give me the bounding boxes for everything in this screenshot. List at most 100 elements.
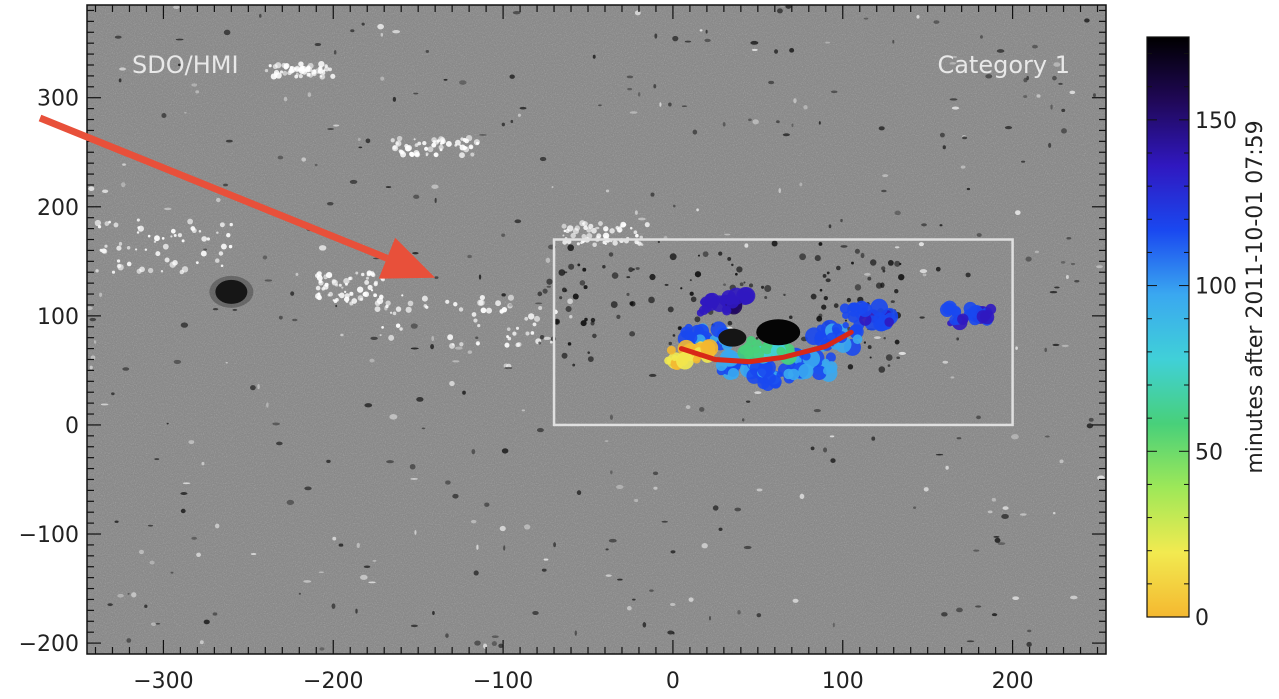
magnetic-element: [1060, 261, 1066, 264]
magnetic-element: [332, 536, 337, 541]
magnetic-element: [434, 197, 437, 204]
magnetic-element: [203, 619, 210, 625]
plage-element: [438, 136, 444, 142]
magnetic-element: [743, 281, 746, 284]
magnetic-element: [592, 54, 596, 59]
plage-element: [327, 293, 331, 297]
plage-element: [108, 220, 111, 224]
magnetic-element: [626, 606, 632, 611]
magnetic-element: [1015, 210, 1021, 216]
magnetic-element: [1069, 90, 1076, 95]
plage-element: [298, 61, 304, 67]
plage-element: [473, 318, 478, 323]
magnetic-element: [825, 41, 831, 44]
plage-element: [524, 316, 529, 321]
magnetic-element: [283, 96, 288, 102]
magnetic-element: [1044, 347, 1047, 353]
plage-element: [473, 139, 480, 146]
plage-element: [315, 285, 321, 291]
magnetic-element: [735, 272, 738, 276]
magnetic-element: [365, 138, 371, 144]
magnetic-element: [933, 20, 940, 24]
plage-element: [268, 64, 272, 68]
magnetic-element: [475, 336, 479, 340]
magnetic-element: [847, 364, 854, 370]
magnetic-element: [664, 283, 669, 286]
magnetic-element: [250, 385, 256, 391]
plage-element: [348, 276, 352, 281]
plage-element: [195, 261, 199, 265]
magnetic-element: [499, 525, 506, 532]
magnetic-element: [559, 296, 563, 300]
magnetic-element: [832, 622, 835, 628]
plage-element: [413, 138, 416, 141]
magnetic-element: [567, 244, 575, 252]
plage-element: [318, 66, 322, 71]
magnetic-element: [649, 589, 654, 592]
magnetic-element: [653, 84, 657, 89]
plage-element: [501, 306, 508, 313]
plage-element: [581, 234, 587, 239]
plage-element: [574, 225, 581, 231]
plage-element: [116, 259, 121, 263]
magnetic-element: [814, 255, 821, 262]
magnetic-element: [356, 542, 360, 548]
magnetic-element: [881, 266, 886, 271]
magnetic-element: [1049, 290, 1058, 294]
magnetic-element: [626, 292, 630, 296]
magnetic-element: [704, 38, 711, 43]
magnetic-element: [454, 346, 463, 350]
plage-element: [404, 145, 411, 152]
magnetic-element: [1026, 641, 1032, 647]
magnetogram-features: [87, 5, 1105, 651]
magnetic-element: [688, 597, 694, 602]
plage-element: [447, 334, 454, 341]
magnetic-element: [737, 610, 741, 615]
magnetic-element: [266, 402, 269, 408]
plage-element: [576, 242, 580, 246]
plage-element: [445, 141, 452, 147]
plage-element: [206, 237, 210, 241]
magnetic-element: [681, 105, 687, 108]
magnetic-element: [913, 506, 917, 510]
magnetic-element: [628, 267, 634, 273]
magnetic-element: [538, 341, 542, 345]
plage-element: [323, 284, 329, 290]
magnetic-element: [478, 274, 482, 280]
plage-element: [111, 270, 116, 274]
magnetic-element: [577, 263, 581, 267]
magnetic-element: [389, 414, 398, 420]
magnetic-element: [1021, 160, 1026, 163]
magnetic-element: [882, 174, 889, 178]
plage-element: [362, 292, 367, 297]
magnetic-element: [754, 391, 762, 395]
magnetic-element: [692, 129, 698, 135]
magnetic-element: [996, 49, 1005, 53]
magnetic-element: [602, 264, 606, 269]
magnetic-element: [1026, 75, 1029, 81]
plage-element: [332, 299, 336, 302]
magnetic-element: [421, 427, 426, 430]
plage-element: [570, 232, 576, 239]
plage-element: [598, 221, 603, 226]
magnetic-element: [349, 179, 358, 184]
magnetic-element: [1052, 343, 1060, 347]
magnetic-element: [648, 296, 655, 304]
magnetic-element: [467, 254, 472, 259]
plage-element: [591, 227, 597, 234]
magnetic-element: [535, 302, 543, 305]
magnetic-element: [670, 550, 676, 554]
magnetic-element: [553, 318, 561, 325]
magnetic-element: [459, 80, 467, 85]
flare-ribbon-pixel: [957, 313, 969, 325]
plage-element: [279, 70, 284, 74]
plage-element: [104, 244, 108, 248]
plage-element: [459, 144, 466, 151]
magnetic-element: [860, 252, 865, 259]
plage-element: [405, 306, 412, 313]
magnetic-element: [414, 530, 417, 535]
magnetic-element: [501, 293, 506, 297]
plage-element: [409, 151, 414, 157]
plage-element: [198, 229, 202, 233]
magnetic-element: [637, 92, 641, 97]
